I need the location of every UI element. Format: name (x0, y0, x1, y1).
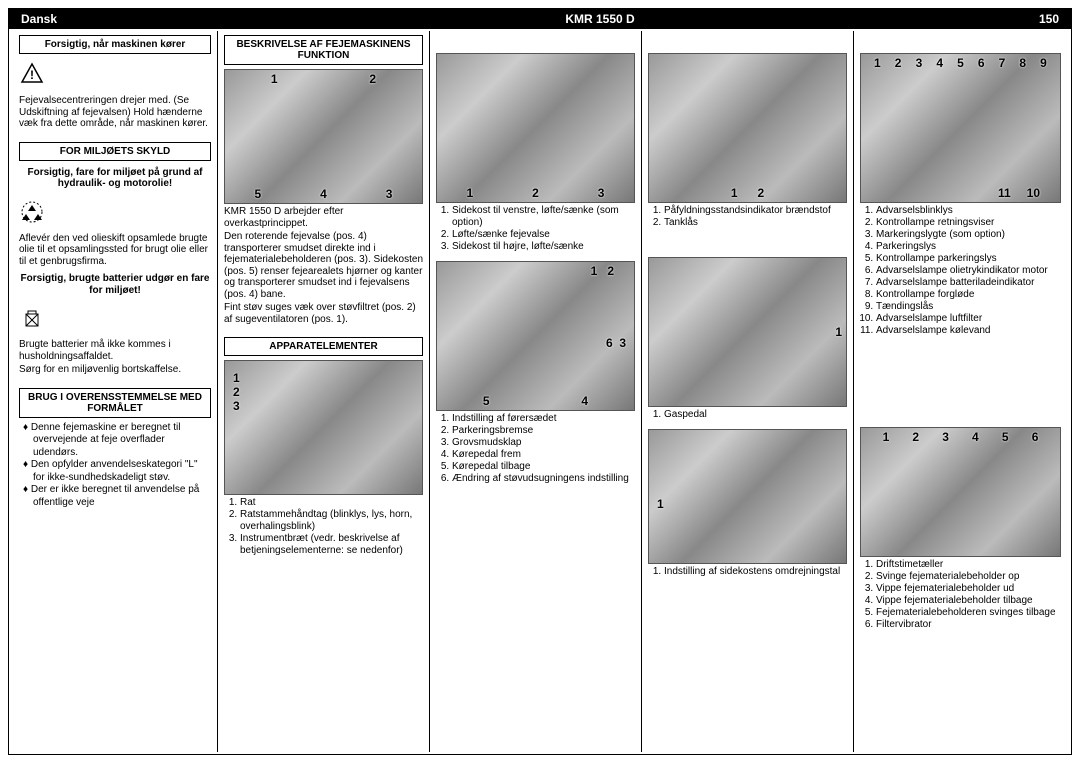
header-page: 150 (991, 12, 1071, 26)
pedal-4: Kørepedal frem (452, 449, 635, 461)
column-3: 123 Sidekost til venstre, løfte/sænke (s… (430, 31, 642, 752)
page-header: Dansk KMR 1550 D 150 (9, 9, 1071, 29)
dash-6: Advarselslampe olietrykindikator motor (876, 265, 1061, 277)
list-fuel: Påfyldningsstandsindikator brændstof Tan… (648, 205, 847, 229)
list-pedals: Indstilling af førersædet Parkeringsbrem… (436, 413, 635, 485)
item-ratstamme: Ratstammehåndtag (blinklys, lys, horn, o… (240, 509, 423, 533)
header-model: KMR 1550 D (209, 12, 991, 26)
pedal-3: Grovsmudsklap (452, 437, 635, 449)
list-dashboard-top: Advarselsblinklys Kontrollampe retningsv… (860, 205, 1061, 337)
heading-battery-warning: Forsigtig, brugte batterier udgør en far… (19, 273, 211, 296)
section-function-desc: BESKRIVELSE AF FEJEMASKINENS FUNKTION (224, 35, 423, 65)
section-intended-use: BRUG I OVERENSSTEMMELSE MED FORMÅLET (19, 388, 211, 418)
text-fejevalse: Fejevalsecentreringen drejer med. (Se Ud… (19, 95, 211, 130)
diagram-dashboard-top: 123456789 1110 (860, 53, 1061, 203)
pedal-2: Parkeringsbremse (452, 425, 635, 437)
lever-1: Sidekost til venstre, løfte/sænke (som o… (452, 205, 635, 229)
dash-4: Parkeringslys (876, 241, 1061, 253)
columns: Forsigtig, når maskinen kører ! Fejevals… (9, 29, 1071, 754)
text-battery-disposal: Sørg for en miljøvenlig bortskaffelse. (19, 364, 211, 376)
column-2: BESKRIVELSE AF FEJEMASKINENS FUNKTION 12… (218, 31, 430, 752)
fuel-2: Tanklås (664, 217, 847, 229)
list-gaspedal: Gaspedal (648, 409, 847, 421)
header-lang: Dansk (9, 12, 209, 26)
text-roterende: Den roterende fejevalse (pos. 4) transpo… (224, 231, 423, 300)
diagram-dashboard-bottom: 123456 (860, 427, 1061, 557)
intended-use-list: Denne fejemaskine er beregnet til overve… (19, 422, 211, 510)
lever-2: Løfte/sænke fejevalse (452, 229, 635, 241)
list-dashboard-bottom: Driftstimetæller Svinge fejematerialebeh… (860, 559, 1061, 631)
section-apparatelementer: APPARATELEMENTER (224, 337, 423, 356)
item-rat: Rat (240, 497, 423, 509)
use-item-3: Der er ikke beregnet til anvendelse på o… (23, 484, 211, 509)
diagram-fuel: 12 (648, 53, 847, 203)
item-instrumentbraet: Instrumentbræt (vedr. beskrivelse af bet… (240, 533, 423, 557)
text-battery-household: Brugte batterier må ikke kommes i hushol… (19, 339, 211, 362)
dash-3: Markeringslygte (som option) (876, 229, 1061, 241)
pedal-5: Kørepedal tilbage (452, 461, 635, 473)
section-caution-running: Forsigtig, når maskinen kører (19, 35, 211, 54)
dash-5: Kontrollampe parkeringslys (876, 253, 1061, 265)
warning-triangle-icon: ! (19, 62, 45, 86)
dash-11: Advarselslampe kølevand (876, 325, 1061, 337)
text-fintstov: Fint støv suges væk over støvfiltret (po… (224, 302, 423, 325)
column-5: 123456789 1110 Advarselsblinklys Kontrol… (854, 31, 1067, 752)
diagram-steering: 123 (224, 360, 423, 495)
pedal-6: Ændring af støvudsugningens indstilling (452, 473, 635, 485)
dashb-5: Fejematerialebeholderen svinges tilbage (876, 607, 1061, 619)
text-overkast: KMR 1550 D arbejder efter overkastprinci… (224, 206, 423, 229)
pedal-1: Indstilling af førersædet (452, 413, 635, 425)
fuel-1: Påfyldningsstandsindikator brændstof (664, 205, 847, 217)
dash-8: Kontrollampe forgløde (876, 289, 1061, 301)
dash-2: Kontrollampe retningsviser (876, 217, 1061, 229)
diagram-pedals: 12 6 3 54 (436, 261, 635, 411)
diagram-sidekost: 1 (648, 429, 847, 564)
no-bin-icon (19, 306, 45, 330)
section-environment: FOR MILJØETS SKYLD (19, 142, 211, 161)
list-levers: Sidekost til venstre, løfte/sænke (som o… (436, 205, 635, 253)
gaspedal-1: Gaspedal (664, 409, 847, 421)
text-oil-disposal: Aflevér den ved olieskift opsamlede brug… (19, 233, 211, 268)
svg-text:!: ! (30, 68, 34, 82)
list-steering: Rat Ratstammehåndtag (blinklys, lys, hor… (224, 497, 423, 557)
sidekost-1: Indstilling af sidekostens omdrejningsta… (664, 566, 847, 578)
dashb-2: Svinge fejematerialebeholder op (876, 571, 1061, 583)
use-item-2: Den opfylder anvendelseskategori "L" for… (23, 459, 211, 484)
manual-page: Dansk KMR 1550 D 150 Forsigtig, når mask… (8, 8, 1072, 755)
diagram-gaspedal: 1 (648, 257, 847, 407)
diagram-levers: 123 (436, 53, 635, 203)
lever-3: Sidekost til højre, løfte/sænke (452, 241, 635, 253)
column-4: 12 Påfyldningsstandsindikator brændstof … (642, 31, 854, 752)
use-item-1: Denne fejemaskine er beregnet til overve… (23, 422, 211, 460)
dash-9: Tændingslås (876, 301, 1061, 313)
dashb-3: Vippe fejematerialebeholder ud (876, 583, 1061, 595)
dashb-1: Driftstimetæller (876, 559, 1061, 571)
recycle-icon (19, 200, 45, 224)
heading-oil-warning: Forsigtig, fare for miljøet på grund af … (19, 167, 211, 190)
dash-10: Advarselslampe luftfilter (876, 313, 1061, 325)
column-1: Forsigtig, når maskinen kører ! Fejevals… (13, 31, 218, 752)
dashb-4: Vippe fejematerialebeholder tilbage (876, 595, 1061, 607)
diagram-machine-side: 12 543 (224, 69, 423, 204)
dash-7: Advarselslampe batteriladeindikator (876, 277, 1061, 289)
dashb-6: Filtervibrator (876, 619, 1061, 631)
dash-1: Advarselsblinklys (876, 205, 1061, 217)
list-sidekost: Indstilling af sidekostens omdrejningsta… (648, 566, 847, 578)
